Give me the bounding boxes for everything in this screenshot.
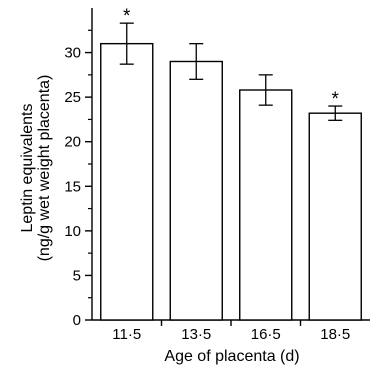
significance-marker: *: [123, 6, 131, 27]
y-axis-title: Leptin equivalents (ng/g wet weight plac…: [19, 75, 53, 262]
x-tick-label: 16·5: [251, 326, 281, 343]
bar: [100, 42, 154, 321]
y-tick-label: 15: [64, 178, 81, 195]
bar: [308, 112, 362, 321]
y-axis-title-line-1: Leptin equivalents: [19, 104, 36, 233]
y-tick-label: 0: [73, 312, 81, 329]
x-tick-label: 11·5: [112, 326, 141, 343]
bar: [169, 60, 223, 321]
y-tick-label: 20: [64, 134, 81, 151]
y-tick-label: 30: [64, 45, 81, 62]
y-tick-label: 25: [64, 89, 81, 106]
bar: [239, 89, 293, 321]
y-tick-label: 5: [73, 267, 81, 284]
y-axis-title-line-2: (ng/g wet weight placenta): [36, 75, 53, 262]
plot-area: 0 5 10 15 20 25 30 11·5 * 13·5 16·5 18·5 *: [64, 6, 370, 343]
x-tick-label: 18·5: [320, 326, 350, 343]
x-tick-label: 13·5: [181, 326, 211, 343]
y-tick-label: 10: [64, 223, 81, 240]
x-axis-title: Age of placenta (d): [164, 348, 299, 365]
significance-marker: *: [332, 89, 340, 110]
